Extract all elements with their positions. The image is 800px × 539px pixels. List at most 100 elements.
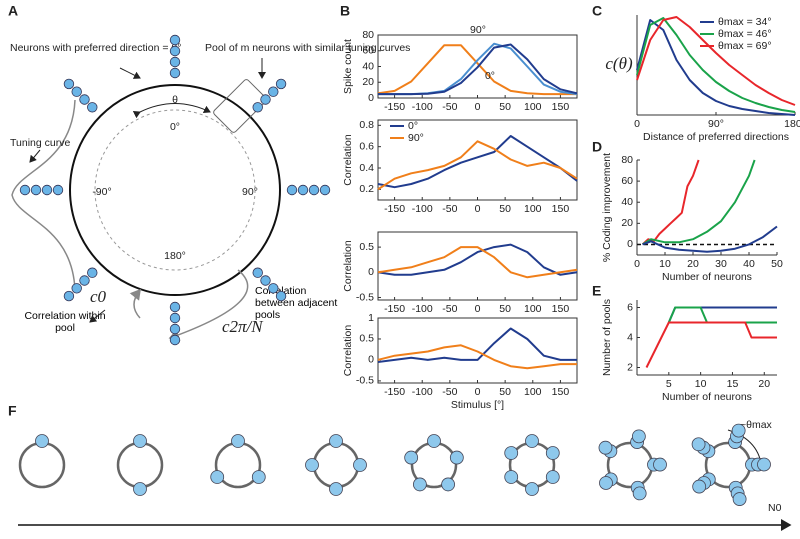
y-axis-label: % Coding improvement bbox=[601, 153, 613, 262]
neuron bbox=[757, 457, 771, 472]
x-tick-label: 150 bbox=[552, 203, 570, 215]
y-tick-label: 80 bbox=[362, 29, 374, 41]
pool-box bbox=[213, 79, 267, 133]
ring bbox=[116, 441, 164, 489]
y-tick-label: 40 bbox=[362, 60, 374, 72]
arrow bbox=[129, 288, 141, 319]
x-tick-label: 50 bbox=[499, 101, 511, 113]
x-axis-label: Distance of preferred directions bbox=[643, 131, 789, 143]
y-tick-label: 0 bbox=[368, 266, 374, 278]
neuron bbox=[504, 446, 519, 460]
x-tick-label: 10 bbox=[695, 378, 707, 390]
label-box: Correlation between adjacent pools bbox=[255, 285, 337, 321]
x-tick-label: 0 bbox=[475, 203, 481, 215]
x-tick-label: 50 bbox=[499, 386, 511, 398]
neuron bbox=[63, 290, 75, 302]
x-tick-label: -50 bbox=[442, 101, 457, 113]
x-tick-label: -150 bbox=[384, 386, 405, 398]
y-tick-label: 0.5 bbox=[359, 333, 374, 345]
panel-label: F bbox=[8, 403, 17, 419]
y-tick-label: 0.5 bbox=[359, 241, 374, 253]
neuron bbox=[297, 184, 309, 196]
series-line bbox=[636, 17, 796, 113]
ring bbox=[18, 441, 66, 489]
angle-label: 0° bbox=[170, 121, 180, 133]
neuron bbox=[731, 423, 746, 438]
y-tick-label: -0.5 bbox=[356, 291, 374, 303]
neuron bbox=[30, 184, 42, 196]
neuron bbox=[252, 102, 263, 113]
neuron bbox=[87, 267, 98, 278]
neuron bbox=[133, 482, 147, 496]
label: Neurons with preferred direction = 0° bbox=[10, 42, 181, 54]
series-line bbox=[377, 44, 577, 96]
series-line bbox=[636, 19, 796, 116]
x-tick-label: 0 bbox=[475, 101, 481, 113]
y-axis-label: Correlation bbox=[342, 325, 354, 377]
neuron bbox=[133, 434, 147, 448]
series-line bbox=[667, 306, 777, 324]
label: Tuning curve bbox=[10, 137, 70, 149]
neuron bbox=[231, 434, 245, 448]
neuron bbox=[251, 470, 266, 484]
neuron bbox=[71, 86, 82, 97]
x-tick-label: 15 bbox=[727, 378, 739, 390]
neuron bbox=[329, 434, 343, 448]
neuron bbox=[404, 450, 419, 465]
neuron bbox=[598, 440, 613, 455]
series-line bbox=[377, 243, 578, 276]
neuron bbox=[169, 301, 181, 313]
neuron bbox=[449, 450, 464, 465]
y-tick-label: 80 bbox=[621, 154, 633, 166]
axes-frame bbox=[377, 231, 578, 301]
neuron bbox=[169, 45, 181, 57]
y-axis-label: c(θ) bbox=[605, 54, 633, 73]
x-tick-label: 150 bbox=[552, 303, 570, 315]
neuron bbox=[305, 458, 319, 472]
x-axis-label: Number of neurons bbox=[662, 271, 752, 283]
y-tick-label: 0 bbox=[368, 354, 374, 366]
x-tick-label: -100 bbox=[412, 303, 433, 315]
neuron bbox=[599, 476, 613, 490]
tuning-curve bbox=[11, 99, 76, 291]
ring bbox=[312, 441, 360, 489]
neuron bbox=[169, 67, 181, 79]
neuron bbox=[260, 94, 271, 105]
y-tick-label: 6 bbox=[627, 301, 633, 313]
x-tick-label: -50 bbox=[442, 303, 457, 315]
neuron bbox=[732, 492, 747, 506]
angle-label: 90° bbox=[242, 186, 258, 198]
x-tick-label: -150 bbox=[384, 101, 405, 113]
x-tick-label: 20 bbox=[687, 258, 699, 270]
panel-label: D bbox=[592, 139, 602, 155]
neuron bbox=[52, 184, 64, 196]
math-label: c0 bbox=[90, 287, 107, 306]
neuron bbox=[286, 184, 298, 196]
x-tick-label: 20 bbox=[758, 378, 770, 390]
y-tick-label: 0 bbox=[368, 92, 374, 104]
series-line bbox=[642, 159, 756, 246]
x-tick-label: 10 bbox=[659, 258, 671, 270]
panel-label: C bbox=[592, 3, 602, 19]
neuron bbox=[63, 78, 75, 90]
panel-label: B bbox=[340, 3, 350, 19]
math-label: c2π/N bbox=[222, 317, 264, 336]
x-tick-label: 100 bbox=[524, 303, 542, 315]
x-tick-label: 5 bbox=[666, 378, 672, 390]
y-tick-label: 4 bbox=[627, 331, 633, 343]
x-tick-label: -50 bbox=[442, 203, 457, 215]
neuron bbox=[319, 184, 331, 196]
series-line bbox=[377, 135, 578, 189]
neuron bbox=[545, 470, 560, 484]
neuron bbox=[632, 486, 647, 501]
x-tick-label: 40 bbox=[743, 258, 755, 270]
y-tick-label: 0.6 bbox=[359, 140, 374, 152]
neuron bbox=[525, 482, 539, 496]
neuron bbox=[169, 334, 181, 346]
legend-label: θmax = 69° bbox=[718, 40, 772, 52]
neuron bbox=[329, 482, 343, 496]
ring bbox=[69, 84, 281, 296]
theta: θ bbox=[172, 94, 178, 106]
panel-label: E bbox=[592, 283, 601, 299]
y-tick-label: 0.4 bbox=[359, 162, 374, 174]
